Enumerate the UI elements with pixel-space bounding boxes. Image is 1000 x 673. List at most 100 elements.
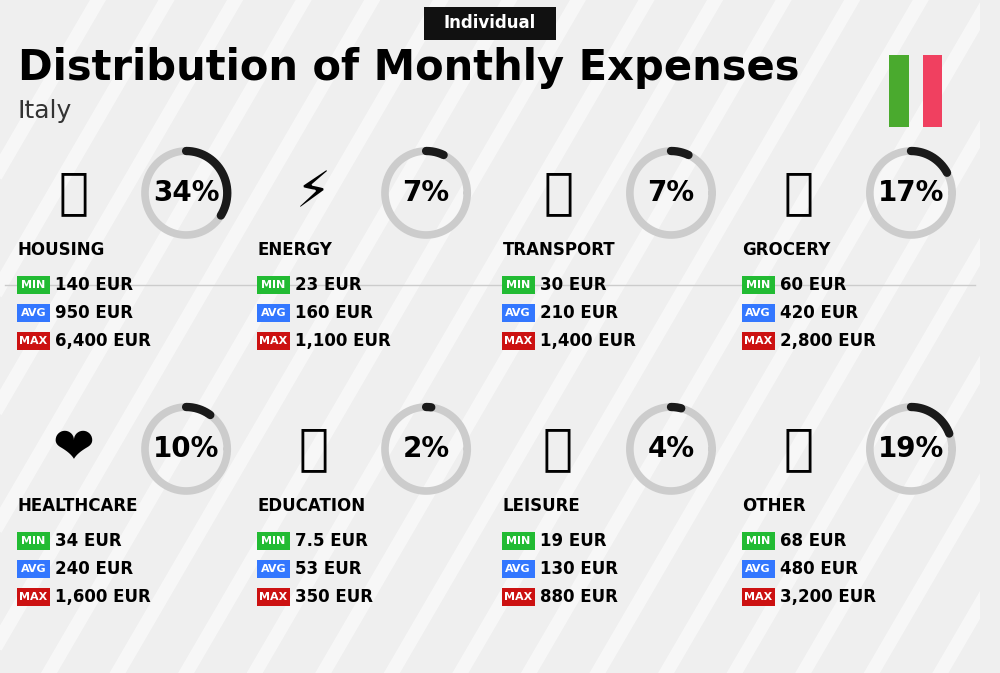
- Text: 💰: 💰: [783, 425, 813, 473]
- FancyBboxPatch shape: [742, 560, 775, 577]
- Text: 🛒: 🛒: [783, 169, 813, 217]
- Text: HOUSING: HOUSING: [18, 241, 105, 259]
- FancyBboxPatch shape: [257, 560, 290, 577]
- Text: AVG: AVG: [505, 308, 531, 318]
- Text: ⚡: ⚡: [296, 169, 331, 217]
- FancyBboxPatch shape: [17, 560, 50, 577]
- Text: 7%: 7%: [403, 179, 450, 207]
- FancyBboxPatch shape: [742, 588, 775, 606]
- FancyBboxPatch shape: [502, 588, 535, 606]
- Text: 160 EUR: 160 EUR: [295, 304, 373, 322]
- Text: MAX: MAX: [259, 336, 287, 346]
- Text: HEALTHCARE: HEALTHCARE: [18, 497, 138, 515]
- Text: 19%: 19%: [878, 435, 944, 463]
- Text: MIN: MIN: [261, 536, 285, 546]
- FancyBboxPatch shape: [257, 532, 290, 550]
- FancyBboxPatch shape: [742, 532, 775, 550]
- Text: 34 EUR: 34 EUR: [55, 532, 121, 550]
- Text: ENERGY: ENERGY: [258, 241, 332, 259]
- Text: 880 EUR: 880 EUR: [540, 588, 618, 606]
- Text: MAX: MAX: [744, 592, 772, 602]
- Text: 17%: 17%: [878, 179, 944, 207]
- Text: Distribution of Monthly Expenses: Distribution of Monthly Expenses: [18, 47, 799, 89]
- Text: 🎓: 🎓: [298, 425, 328, 473]
- Text: 140 EUR: 140 EUR: [55, 276, 133, 294]
- Text: MAX: MAX: [19, 336, 47, 346]
- FancyBboxPatch shape: [17, 532, 50, 550]
- Text: 240 EUR: 240 EUR: [55, 560, 133, 578]
- FancyBboxPatch shape: [502, 276, 535, 293]
- FancyBboxPatch shape: [17, 588, 50, 606]
- Text: 🏢: 🏢: [58, 169, 88, 217]
- Text: Individual: Individual: [444, 14, 536, 32]
- FancyBboxPatch shape: [17, 276, 50, 293]
- Text: AVG: AVG: [20, 308, 46, 318]
- FancyBboxPatch shape: [502, 532, 535, 550]
- Text: 4%: 4%: [647, 435, 695, 463]
- FancyBboxPatch shape: [742, 276, 775, 293]
- Text: 7%: 7%: [647, 179, 695, 207]
- Text: 2%: 2%: [403, 435, 450, 463]
- Text: ❤️: ❤️: [53, 425, 94, 473]
- Text: MIN: MIN: [21, 280, 45, 290]
- FancyBboxPatch shape: [257, 276, 290, 293]
- Text: MIN: MIN: [506, 280, 530, 290]
- FancyBboxPatch shape: [889, 55, 909, 127]
- Text: 350 EUR: 350 EUR: [295, 588, 373, 606]
- Text: MAX: MAX: [504, 592, 532, 602]
- FancyBboxPatch shape: [17, 332, 50, 350]
- Text: AVG: AVG: [260, 564, 286, 574]
- Text: MAX: MAX: [744, 336, 772, 346]
- Text: 68 EUR: 68 EUR: [780, 532, 846, 550]
- Text: 1,400 EUR: 1,400 EUR: [540, 332, 636, 350]
- Text: MIN: MIN: [261, 280, 285, 290]
- Text: LEISURE: LEISURE: [503, 497, 580, 515]
- Text: 6,400 EUR: 6,400 EUR: [55, 332, 151, 350]
- Text: 53 EUR: 53 EUR: [295, 560, 361, 578]
- FancyBboxPatch shape: [923, 55, 942, 127]
- FancyBboxPatch shape: [742, 332, 775, 350]
- Text: 3,200 EUR: 3,200 EUR: [780, 588, 876, 606]
- Text: AVG: AVG: [505, 564, 531, 574]
- Text: 7.5 EUR: 7.5 EUR: [295, 532, 368, 550]
- Text: 130 EUR: 130 EUR: [540, 560, 618, 578]
- Text: 950 EUR: 950 EUR: [55, 304, 133, 322]
- Text: TRANSPORT: TRANSPORT: [503, 241, 615, 259]
- Text: 60 EUR: 60 EUR: [780, 276, 846, 294]
- Text: GROCERY: GROCERY: [742, 241, 831, 259]
- FancyBboxPatch shape: [502, 304, 535, 322]
- Text: MIN: MIN: [21, 536, 45, 546]
- Text: MIN: MIN: [746, 280, 770, 290]
- Text: MAX: MAX: [504, 336, 532, 346]
- Text: Italy: Italy: [18, 99, 72, 123]
- Text: MAX: MAX: [259, 592, 287, 602]
- FancyBboxPatch shape: [257, 588, 290, 606]
- FancyBboxPatch shape: [257, 332, 290, 350]
- Text: 420 EUR: 420 EUR: [780, 304, 858, 322]
- FancyBboxPatch shape: [424, 7, 556, 40]
- Text: MAX: MAX: [19, 592, 47, 602]
- Text: 1,600 EUR: 1,600 EUR: [55, 588, 151, 606]
- FancyBboxPatch shape: [502, 332, 535, 350]
- FancyBboxPatch shape: [257, 304, 290, 322]
- Text: AVG: AVG: [260, 308, 286, 318]
- FancyBboxPatch shape: [502, 560, 535, 577]
- Text: MIN: MIN: [746, 536, 770, 546]
- Text: 30 EUR: 30 EUR: [540, 276, 606, 294]
- Text: OTHER: OTHER: [742, 497, 806, 515]
- Text: 1,100 EUR: 1,100 EUR: [295, 332, 391, 350]
- Text: 🛍️: 🛍️: [543, 425, 573, 473]
- Text: 🚌: 🚌: [543, 169, 573, 217]
- Text: 2,800 EUR: 2,800 EUR: [780, 332, 876, 350]
- Text: EDUCATION: EDUCATION: [258, 497, 366, 515]
- Text: 210 EUR: 210 EUR: [540, 304, 618, 322]
- Text: AVG: AVG: [745, 308, 771, 318]
- Text: 34%: 34%: [153, 179, 219, 207]
- Text: 23 EUR: 23 EUR: [295, 276, 361, 294]
- FancyBboxPatch shape: [17, 304, 50, 322]
- Text: AVG: AVG: [20, 564, 46, 574]
- FancyBboxPatch shape: [742, 304, 775, 322]
- Text: 10%: 10%: [153, 435, 219, 463]
- Text: AVG: AVG: [745, 564, 771, 574]
- Text: MIN: MIN: [506, 536, 530, 546]
